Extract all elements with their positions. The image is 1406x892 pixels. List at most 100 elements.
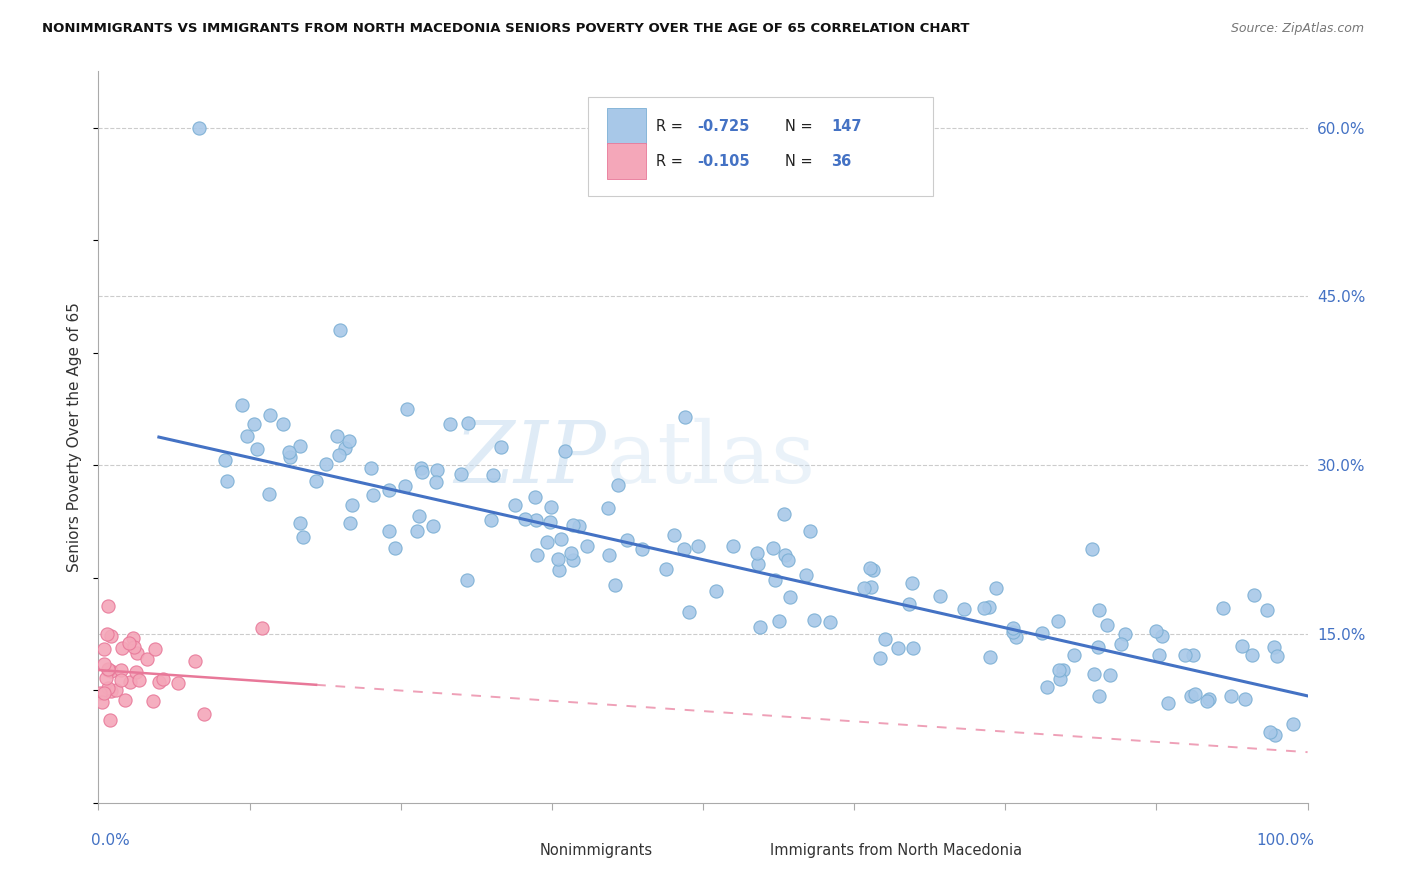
Point (122, 640, 145, 654)
Point (562, 517, 585, 532)
Point (97, 662, 120, 676)
Point (111, 641, 134, 656)
Point (328, 448, 350, 462)
Text: N =: N = (785, 119, 817, 134)
Point (326, 429, 349, 443)
Point (503, 498, 526, 512)
Text: atlas: atlas (606, 417, 815, 500)
Point (1265, 648, 1288, 663)
Point (763, 573, 786, 587)
Point (953, 602, 976, 616)
Point (378, 524, 401, 538)
Point (1150, 629, 1173, 643)
Point (91, 695, 114, 709)
Point (979, 650, 1001, 665)
Point (426, 463, 449, 477)
Text: -0.105: -0.105 (697, 153, 749, 169)
Point (1002, 620, 1025, 634)
Point (673, 409, 696, 424)
Point (607, 477, 630, 491)
Point (1109, 637, 1132, 651)
Point (1001, 625, 1024, 640)
Point (1047, 663, 1070, 677)
Point (745, 546, 768, 560)
Point (523, 490, 546, 504)
Point (977, 599, 1000, 614)
Text: -0.725: -0.725 (697, 119, 749, 134)
Point (1031, 626, 1053, 640)
Point (329, 323, 352, 337)
FancyBboxPatch shape (607, 144, 647, 179)
Text: Nonimmigrants: Nonimmigrants (540, 843, 652, 858)
Point (575, 539, 598, 553)
Point (408, 509, 430, 524)
Point (547, 551, 569, 566)
Point (631, 541, 654, 556)
Text: 147: 147 (831, 119, 862, 134)
Point (803, 613, 825, 627)
Point (1182, 648, 1205, 663)
Point (859, 580, 882, 594)
Text: N =: N = (785, 153, 817, 169)
Point (655, 562, 678, 576)
Point (339, 434, 361, 448)
Point (250, 621, 273, 635)
Point (304, 475, 326, 489)
Point (1198, 692, 1220, 706)
Point (142, 693, 165, 707)
Point (98, 713, 121, 727)
Point (360, 460, 382, 475)
Point (1087, 640, 1109, 654)
Point (859, 560, 882, 574)
Point (110, 673, 132, 687)
Point (340, 498, 363, 512)
Point (794, 568, 817, 582)
Point (1240, 648, 1263, 663)
Point (1036, 680, 1059, 694)
Text: R =: R = (655, 119, 688, 134)
Point (901, 576, 924, 591)
Y-axis label: Seniors Poverty Over the Age of 65: Seniors Poverty Over the Age of 65 (67, 302, 83, 572)
Point (973, 601, 995, 615)
Point (1049, 672, 1071, 686)
Point (395, 401, 418, 416)
Point (259, 408, 281, 422)
Point (616, 533, 638, 548)
Point (96, 671, 118, 685)
Point (1081, 542, 1104, 557)
Point (538, 515, 561, 529)
Point (277, 445, 299, 459)
Point (1234, 692, 1257, 706)
Point (422, 519, 444, 533)
Point (482, 468, 505, 483)
Point (1220, 689, 1243, 703)
Point (560, 546, 582, 560)
Point (489, 440, 512, 454)
Point (596, 501, 619, 516)
Point (875, 632, 897, 646)
Point (193, 707, 215, 722)
Point (97, 681, 120, 695)
Point (526, 549, 548, 563)
Point (524, 513, 547, 527)
Point (246, 442, 269, 456)
FancyBboxPatch shape (607, 108, 647, 145)
Point (747, 557, 769, 571)
Point (1098, 668, 1121, 682)
Point (236, 429, 259, 443)
Text: ZIP: ZIP (454, 417, 606, 500)
Point (378, 483, 401, 498)
Point (886, 641, 908, 656)
Point (335, 442, 357, 456)
Point (1047, 614, 1070, 628)
Point (288, 516, 311, 531)
Point (598, 548, 620, 562)
Point (152, 673, 174, 687)
Point (118, 636, 141, 650)
Point (125, 665, 148, 679)
Point (1258, 725, 1281, 739)
Point (110, 663, 132, 677)
Point (862, 563, 884, 577)
Point (547, 563, 569, 577)
Point (145, 642, 167, 657)
